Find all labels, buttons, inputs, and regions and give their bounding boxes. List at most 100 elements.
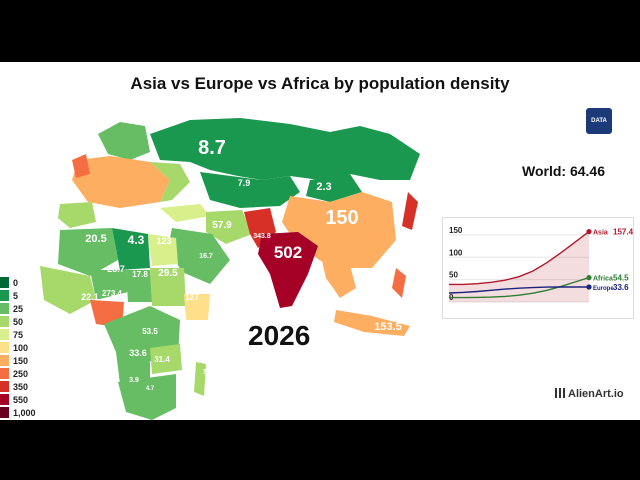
inset-line-asia [449, 231, 590, 286]
inset-series-name: Europe [593, 286, 614, 292]
map-label-mongolia: 2.3 [316, 181, 331, 193]
bars-icon [555, 388, 565, 398]
legend-label: 550 [13, 394, 29, 405]
legend-label: 250 [13, 368, 29, 379]
year-label: 2026 [248, 320, 311, 351]
legend-item: 50 [0, 315, 36, 328]
egypt-region [148, 234, 178, 266]
map-label-chad: 17.8 [132, 270, 148, 279]
legend-item: 250 [0, 367, 36, 380]
legend-label: 50 [13, 316, 24, 327]
legend-swatch [0, 316, 9, 327]
west-africa-region [40, 266, 96, 314]
legend-swatch [0, 355, 9, 366]
inset-line-chart: 0 50 100 150 Asia 157.4 Africa 54.5 Europe 33.6 [442, 217, 634, 319]
legend-label: 75 [13, 329, 24, 340]
legend-item: 150 [0, 354, 36, 367]
southern-africa-region [118, 374, 176, 420]
libya-region [112, 228, 150, 270]
legend-swatch [0, 290, 9, 301]
legend-item: 100 [0, 341, 36, 354]
inset-area-asia [449, 231, 589, 302]
legend-swatch [0, 329, 9, 340]
eastern-europe-region [150, 162, 190, 202]
inset-series-value: 157.4 [613, 228, 633, 237]
map-label-iran: 57.9 [212, 220, 232, 231]
page-title: Asia vs Europe vs Africa by population d… [130, 74, 510, 93]
iberia-region [58, 202, 96, 228]
map: 8.7 7.9 2.3 150 502 16.7 57.9 343.8 20.5 4.3 123 22… [40, 118, 420, 420]
inset-series-name: Asia [593, 230, 608, 237]
niger-region [90, 270, 128, 300]
map-label-namibia: 3.9 [129, 377, 139, 384]
inset-ytick: 150 [449, 226, 463, 235]
map-label-botswana: 4.7 [146, 386, 155, 392]
legend-swatch [0, 303, 9, 314]
ethiopia-region [184, 294, 210, 320]
world-density-label: World: 64.46 [522, 163, 605, 179]
western-europe-region [72, 156, 170, 208]
legend-swatch [0, 407, 9, 418]
inset-ytick: 100 [449, 248, 463, 257]
map-label-russia: 8.7 [198, 137, 226, 159]
map-label-madagascar: 55.5 [203, 369, 217, 376]
legend-label: 5 [13, 290, 19, 301]
brand-logo: AlienArt.io [555, 388, 624, 400]
indonesia-region [334, 310, 410, 336]
legend-item: 350 [0, 380, 36, 393]
chad-region [126, 270, 152, 302]
legend-item: 5 [0, 289, 36, 302]
map-label-sudan: 29.5 [158, 268, 178, 279]
turkey-region [160, 204, 210, 222]
inset-point-africa [586, 275, 592, 281]
legend-label: 25 [13, 303, 24, 314]
inset-line-africa [449, 276, 590, 299]
legend-item: 0 [0, 276, 36, 289]
legend: 0 5 25 50 75 100 150 250 350 550 1,000 [0, 276, 36, 419]
map-label-ethiopia: 127 [185, 293, 199, 302]
map-label-india: 502 [274, 243, 302, 262]
legend-swatch [0, 394, 9, 405]
sudan-region [150, 268, 186, 306]
map-label-mozambique: 31.4 [154, 355, 170, 364]
data-logo: DATA [586, 108, 612, 134]
map-label-egypt: 123 [156, 236, 171, 246]
india-region [258, 232, 318, 308]
map-label-pakistan: 343.8 [253, 233, 271, 240]
inset-line-europe [448, 286, 589, 294]
legend-label: 0 [13, 277, 19, 288]
madagascar-region [194, 362, 206, 396]
map-label-angola: 33.6 [129, 348, 147, 358]
map-label-indonesia: 153.5 [374, 321, 402, 333]
inset-series-value: 33.6 [613, 283, 629, 292]
scandinavia-region [98, 122, 150, 160]
legend-swatch [0, 342, 9, 353]
philippines-region [392, 268, 406, 298]
uk-region [72, 154, 90, 178]
frame: Asia vs Europe vs Africa by population d… [0, 62, 640, 420]
tanzania-region [150, 344, 182, 374]
kazakhstan-region [200, 172, 300, 208]
legend-label: 100 [13, 342, 29, 353]
algeria-region [58, 228, 118, 276]
legend-label: 350 [13, 381, 29, 392]
brand-label: AlienArt.io [568, 388, 624, 400]
inset-point-asia [586, 229, 592, 235]
angola-region [116, 352, 150, 384]
legend-label: 150 [13, 355, 29, 366]
southeast-asia-region [320, 252, 356, 298]
russia-region [150, 118, 420, 180]
inset-point-europe [586, 284, 592, 290]
legend-swatch [0, 381, 9, 392]
legend-item: 550 [0, 393, 36, 406]
legend-item: 25 [0, 302, 36, 315]
legend-item: 1,000 [0, 406, 36, 419]
map-label-mali: 22.1 [81, 292, 99, 302]
map-label-niger: 23.7 [107, 264, 125, 274]
mongolia-region [306, 174, 362, 202]
map-label-nigeria: 273.4 [102, 289, 123, 298]
inset-ytick: 50 [449, 271, 458, 280]
inset-series-value: 54.5 [613, 274, 629, 283]
map-label-china: 150 [325, 207, 358, 229]
